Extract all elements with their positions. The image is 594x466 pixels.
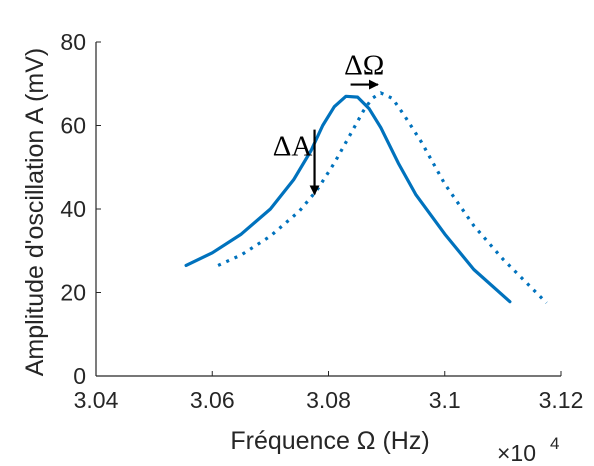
x-tick-label: 3.12 xyxy=(539,387,584,413)
x-tick-label: 3.08 xyxy=(306,387,351,413)
y-tick-label: 20 xyxy=(60,280,86,306)
y-tick-label: 0 xyxy=(73,363,86,389)
x-tick-label: 3.04 xyxy=(74,387,119,413)
series-line-dotted xyxy=(217,91,548,305)
series-line-solid xyxy=(184,94,512,304)
annotation-label: ΔΩ xyxy=(344,50,384,82)
annotations: ΔA ΔΩ xyxy=(273,50,384,196)
annotation-label: ΔA xyxy=(273,131,313,163)
x-tick-label: 3.06 xyxy=(190,387,235,413)
plot-lines xyxy=(184,91,548,305)
x-tick-label: 3.1 xyxy=(429,387,461,413)
y-tick-label: 60 xyxy=(60,113,86,139)
x-multiplier-exponent: 4 xyxy=(550,434,559,453)
y-axis-label: Amplitude d'oscillation A (mV) xyxy=(21,48,49,377)
axes: 3.04 3.06 3.08 3.1 3.12 0 20 40 60 80 xyxy=(60,29,583,413)
x-multiplier: ×10 4 xyxy=(497,434,559,466)
x-axis-label: Fréquence Ω (Hz) xyxy=(230,427,429,455)
x-multiplier-base: ×10 xyxy=(497,440,536,466)
y-tick-label: 40 xyxy=(60,196,86,222)
y-tick-label: 80 xyxy=(60,29,86,55)
